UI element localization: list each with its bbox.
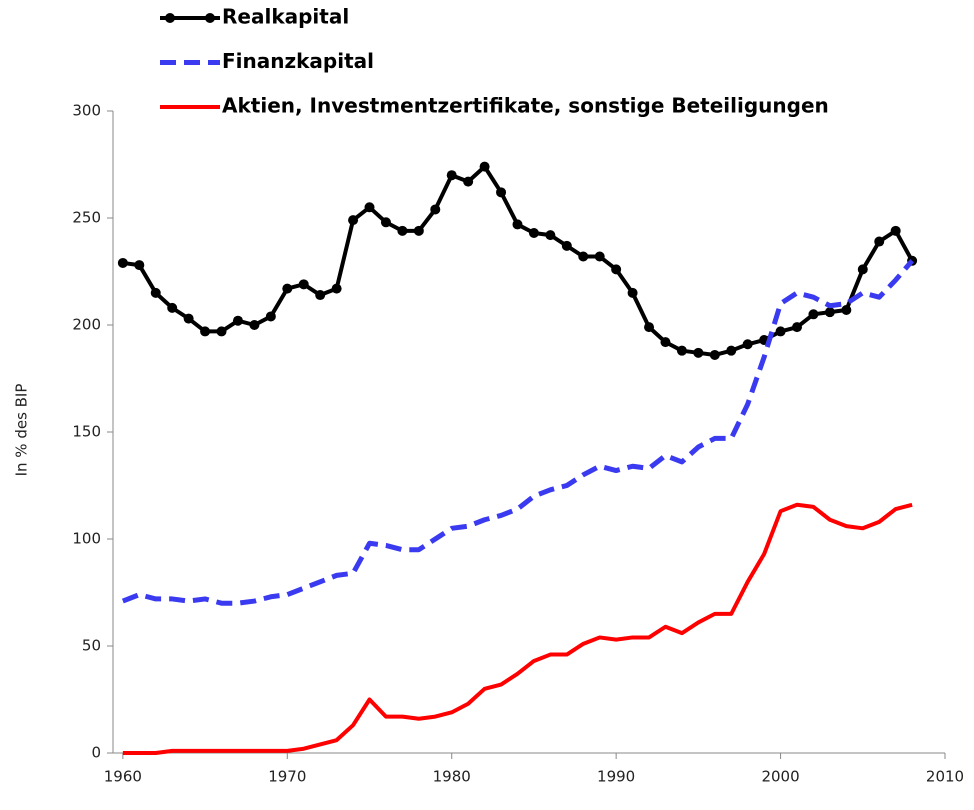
y-tick-label: 300 (72, 102, 101, 120)
data-point (742, 339, 753, 350)
data-point (380, 217, 391, 228)
data-point (611, 264, 622, 275)
data-point (709, 349, 720, 360)
data-point (676, 345, 687, 356)
data-point (545, 230, 556, 241)
data-point (348, 215, 359, 226)
data-point (200, 326, 211, 337)
data-point (216, 326, 227, 337)
y-tick-label: 250 (72, 209, 101, 227)
series-line (122, 502, 913, 755)
data-point (150, 287, 161, 298)
legend-marker (165, 13, 175, 23)
data-point (282, 283, 293, 294)
data-point (446, 170, 457, 181)
x-tick-label: 1980 (433, 768, 471, 786)
data-point (808, 309, 819, 320)
y-tick-label: 150 (72, 423, 101, 441)
data-point (857, 264, 868, 275)
data-point (775, 326, 786, 337)
x-tick-label: 1970 (268, 768, 306, 786)
data-point (479, 161, 490, 172)
data-point (792, 322, 803, 333)
data-point (496, 187, 507, 198)
data-point (726, 345, 737, 356)
x-tick-label: 1990 (597, 768, 635, 786)
data-point (315, 290, 326, 301)
data-point (430, 204, 441, 215)
legend-marker (205, 13, 215, 23)
data-point (561, 240, 572, 251)
data-point (183, 313, 194, 324)
series-line (121, 259, 915, 606)
data-point (265, 311, 276, 322)
data-point (890, 225, 901, 236)
data-point (627, 287, 638, 298)
data-point (824, 307, 835, 318)
y-tick-label: 0 (91, 744, 101, 762)
legend-label: Realkapital (222, 5, 349, 29)
x-tick-label: 1960 (104, 768, 142, 786)
data-point (232, 315, 243, 326)
data-point (644, 322, 655, 333)
data-point (528, 227, 539, 238)
x-tick-label: 2010 (926, 768, 964, 786)
y-tick-label: 50 (82, 637, 101, 655)
data-point (660, 337, 671, 348)
data-point (841, 305, 852, 316)
legend-label: Finanzkapital (222, 49, 374, 73)
data-point (463, 176, 474, 187)
data-point (331, 283, 342, 294)
data-point (167, 302, 178, 313)
data-point (512, 219, 523, 230)
data-point (134, 260, 145, 271)
data-point (413, 225, 424, 236)
data-point (117, 257, 128, 268)
x-tick-label: 2000 (761, 768, 799, 786)
data-point (594, 251, 605, 262)
data-point (693, 347, 704, 358)
data-point (874, 236, 885, 247)
data-point (364, 202, 375, 213)
y-tick-label: 200 (72, 316, 101, 334)
data-point (397, 225, 408, 236)
legend-label: Aktien, Investmentzertifikate, sonstige … (222, 94, 829, 118)
data-point (298, 279, 309, 290)
data-point (249, 320, 260, 330)
data-point (578, 251, 589, 262)
y-axis-label: In % des BIP (13, 384, 31, 477)
y-tick-label: 100 (72, 530, 101, 548)
